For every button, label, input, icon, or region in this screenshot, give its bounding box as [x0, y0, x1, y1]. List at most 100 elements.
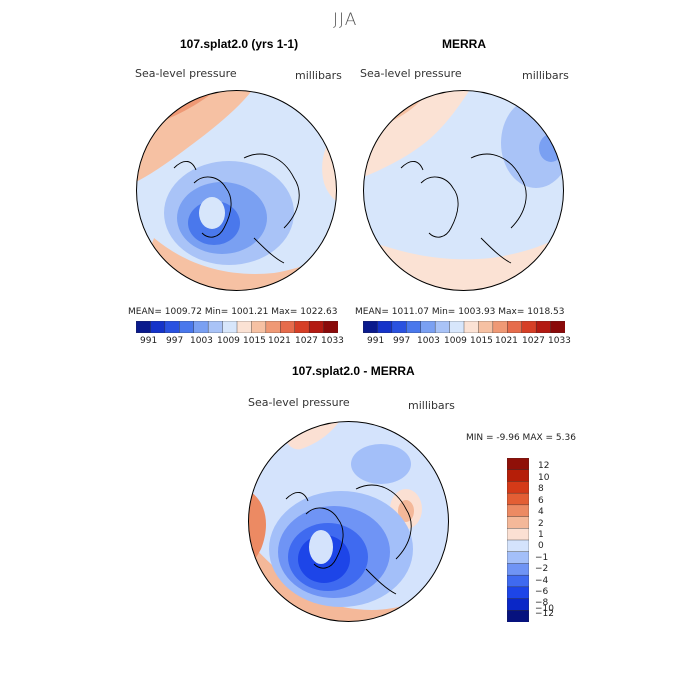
panel1-tick-7: 1033: [321, 336, 344, 346]
panel1-colorbar-swatch: [323, 321, 338, 333]
panel1-tick-6: 1027: [295, 336, 318, 346]
panel2-units-label: millibars: [522, 69, 569, 82]
diff-tick-2: 8: [538, 484, 544, 494]
diff-colorbar-swatch: [507, 610, 529, 622]
diff-tick-11: −6: [535, 587, 549, 597]
panel2-colorbar: [363, 321, 565, 333]
diff-colorbar-swatch: [507, 492, 529, 506]
diff-colorbar-swatch: [507, 481, 529, 494]
panel1-colorbar-swatch: [236, 321, 252, 333]
panel1-colorbar-swatch: [265, 321, 281, 333]
diff-colorbar-swatch: [507, 551, 529, 564]
panel1-colorbar-swatch: [164, 321, 180, 333]
panel2-colorbar-swatch: [535, 321, 552, 333]
panel2-colorbar-swatch: [449, 321, 465, 333]
panel2-tick-7: 1033: [548, 336, 571, 346]
panel2-tick-4: 1015: [470, 336, 493, 346]
diff-variable-label: Sea-level pressure: [248, 396, 350, 409]
diff-colorbar-swatch: [507, 516, 529, 529]
panel1-low-greenland: [199, 197, 225, 229]
panel2-colorbar-swatch: [406, 321, 422, 333]
panel2-map: [363, 90, 564, 291]
main-title: JJA: [333, 10, 358, 30]
diff-tick-14: −12: [535, 609, 554, 619]
diff-map: [248, 421, 449, 622]
panel1-tick-4: 1015: [243, 336, 266, 346]
diff-colorbar-swatch: [507, 528, 529, 541]
panel1-colorbar-swatch: [193, 321, 209, 333]
panel2-tick-6: 1027: [522, 336, 545, 346]
diff-tick-8: −1: [535, 553, 549, 563]
diff-colorbar-swatch: [507, 539, 529, 553]
panel1-stats: MEAN= 1009.72 Min= 1001.21 Max= 1022.63: [128, 307, 338, 317]
diff-tick-3: 6: [538, 496, 544, 506]
diff-colorbar-swatch: [507, 458, 529, 471]
diff-tick-6: 1: [538, 530, 544, 540]
diff-neg-ne: [351, 444, 411, 484]
panel2-tick-5: 1021: [495, 336, 518, 346]
panel1-colorbar-ticks: 991 997 1003 1009 1015 1021 1027 1033: [140, 336, 350, 348]
diff-tick-9: −2: [535, 564, 549, 574]
panel2-colorbar-swatch: [492, 321, 508, 333]
panel1-tick-2: 1003: [190, 336, 213, 346]
diff-tick-7: 0: [538, 541, 544, 551]
diff-tick-10: −4: [535, 576, 549, 586]
diff-colorbar-swatch: [507, 504, 529, 518]
panel2-colorbar-swatch: [550, 321, 565, 333]
diff-colorbar-ticks: 12 10 8 6 4 2 1 0 −1 −2 −4 −6 −8 −10 −12: [535, 461, 578, 625]
diff-colorbar-swatch: [507, 469, 529, 482]
panel1-tick-5: 1021: [268, 336, 291, 346]
panel1-coastlines: [173, 153, 300, 264]
panel1-colorbar-swatch: [251, 321, 267, 333]
panel2-colorbar-swatch: [463, 321, 479, 333]
panel2-colorbar-swatch: [420, 321, 436, 333]
panel1-tick-3: 1009: [217, 336, 240, 346]
panel2-tick-3: 1009: [444, 336, 467, 346]
panel2-title: MERRA: [442, 37, 486, 51]
panel1-colorbar-swatch: [308, 321, 325, 333]
diff-tick-0: 12: [538, 461, 550, 471]
panel1-colorbar-swatch: [179, 321, 195, 333]
diff-tick-5: 2: [538, 519, 544, 529]
diff-colorbar-swatch: [507, 598, 529, 611]
panel2-colorbar-ticks: 991 997 1003 1009 1015 1021 1027 1033: [367, 336, 577, 348]
panel1-colorbar: [136, 321, 338, 333]
panel2-stats: MEAN= 1011.07 Min= 1003.93 Max= 1018.53: [355, 307, 565, 317]
panel1-colorbar-swatch: [294, 321, 310, 333]
panel2-variable-label: Sea-level pressure: [360, 67, 462, 80]
panel1-colorbar-swatch: [136, 321, 151, 333]
diff-tick-13: −10: [535, 604, 554, 614]
diff-colorbar: [507, 458, 529, 622]
diff-units-label: millibars: [408, 399, 455, 412]
panel2-colorbar-swatch: [521, 321, 537, 333]
panel1-colorbar-swatch: [150, 321, 166, 333]
panel2-colorbar-swatch: [391, 321, 407, 333]
panel2-tick-2: 1003: [417, 336, 440, 346]
diff-coastlines: [285, 484, 412, 595]
panel2-tick-0: 991: [367, 336, 385, 346]
diff-tick-1: 10: [538, 473, 550, 483]
diff-pos-south: [248, 539, 449, 622]
panel1-units-label: millibars: [295, 69, 342, 82]
diff-neg-greenland: [309, 530, 333, 564]
diff-colorbar-swatch: [507, 586, 529, 600]
diff-tick-12: −8: [535, 598, 549, 608]
diff-colorbar-swatch: [507, 563, 529, 576]
panel1-colorbar-swatch: [207, 321, 224, 333]
panel1-variable-label: Sea-level pressure: [135, 67, 237, 80]
panel1-colorbar-swatch: [280, 321, 296, 333]
panel2-colorbar-swatch: [434, 321, 451, 333]
panel2-colorbar-swatch: [478, 321, 494, 333]
panel1-colorbar-swatch: [222, 321, 238, 333]
panel1-tick-1: 997: [166, 336, 184, 346]
diff-stats: MIN = -9.96 MAX = 5.36: [466, 433, 576, 443]
panel2-tick-1: 997: [393, 336, 411, 346]
panel1-title: 107.splat2.0 (yrs 1-1): [180, 37, 299, 51]
panel2-low-ne-core: [539, 134, 563, 162]
diff-title: 107.splat2.0 - MERRA: [292, 364, 415, 378]
diff-colorbar-swatch: [507, 574, 529, 588]
diff-tick-4: 4: [538, 507, 544, 517]
panel1-map: [136, 90, 337, 291]
panel1-tick-0: 991: [140, 336, 158, 346]
panel2-colorbar-swatch: [507, 321, 523, 333]
